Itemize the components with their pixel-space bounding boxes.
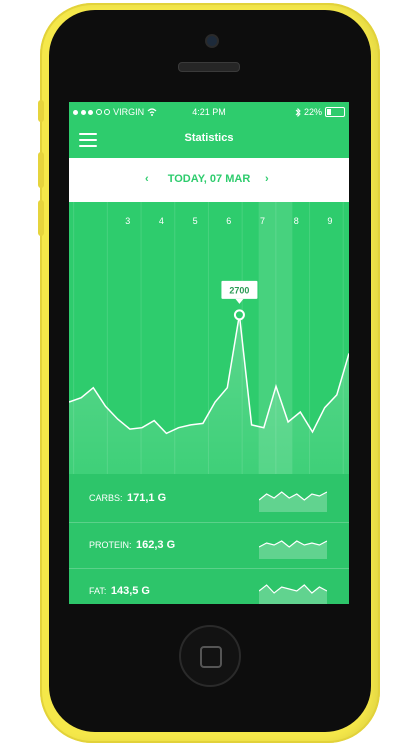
macro-label: CARBS: 171,1 G <box>89 492 167 504</box>
bluetooth-icon <box>295 107 301 117</box>
macro-label: FAT: 143,5 G <box>89 585 150 597</box>
x-tick-label: 4 <box>159 216 164 226</box>
home-button[interactable] <box>179 625 241 687</box>
battery-percent: 22% <box>303 107 322 117</box>
x-tick-label: 8 <box>294 216 299 226</box>
macro-value: 171,1 G <box>127 492 167 504</box>
x-tick-label: 9 <box>327 216 332 226</box>
mute-switch <box>38 100 44 122</box>
macro-sparkline <box>259 584 327 604</box>
macro-row[interactable]: CARBS: 171,1 G <box>69 476 349 522</box>
status-time: 4:21 PM <box>192 107 226 117</box>
macro-row[interactable]: PROTEIN: 162,3 G <box>69 522 349 569</box>
macro-value: 143,5 G <box>110 585 150 597</box>
status-bar: VIRGIN 4:21 PM 22% <box>69 102 349 122</box>
sparkline-line <box>259 584 327 594</box>
battery-icon <box>325 107 345 117</box>
macro-sparkline <box>259 540 327 559</box>
calorie-chart[interactable]: 3 4 5 6 7 8 9 2700 <box>69 202 349 474</box>
wifi-icon <box>147 108 157 116</box>
volume-up-button <box>38 152 44 188</box>
signal-icon <box>73 107 111 117</box>
x-tick-label: 7 <box>260 216 265 226</box>
hamburger-icon[interactable] <box>79 133 97 147</box>
sparkline-area <box>259 541 327 559</box>
volume-down-button <box>38 200 44 236</box>
macros-list: CARBS: 171,1 G PROTEIN: 162,3 G FAT: 143,5… <box>69 474 349 604</box>
next-day-button[interactable]: › <box>265 173 269 185</box>
sparkline-line <box>259 491 327 501</box>
front-camera <box>205 34 219 48</box>
chart-line <box>69 314 349 435</box>
app-screen: VIRGIN 4:21 PM 22% Statistics ‹ TODAY, 0… <box>69 102 349 604</box>
page-title: Statistics <box>184 132 234 144</box>
x-tick-label: 6 <box>226 216 231 226</box>
macro-sparkline <box>259 491 327 512</box>
nav-bar: Statistics <box>69 122 349 158</box>
tooltip-box <box>221 280 258 299</box>
macro-row[interactable]: FAT: 143,5 G <box>69 568 349 604</box>
x-tick-label: 5 <box>193 216 198 226</box>
chart-area <box>69 314 349 474</box>
earpiece-speaker <box>178 62 240 72</box>
selected-point <box>233 309 245 321</box>
tooltip-value: 2700 <box>229 285 249 295</box>
tooltip-arrow <box>235 298 244 304</box>
carrier-name: VIRGIN <box>113 107 145 117</box>
macro-value: 162,3 G <box>136 539 176 551</box>
current-date: TODAY, 07 MAR <box>167 173 251 185</box>
date-selector: ‹ TODAY, 07 MAR › <box>69 158 349 202</box>
macro-label: PROTEIN: 162,3 G <box>89 539 176 551</box>
sparkline-line <box>259 540 327 548</box>
x-tick-label: 3 <box>125 216 130 226</box>
sparkline-area <box>259 585 327 604</box>
prev-day-button[interactable]: ‹ <box>145 173 149 185</box>
